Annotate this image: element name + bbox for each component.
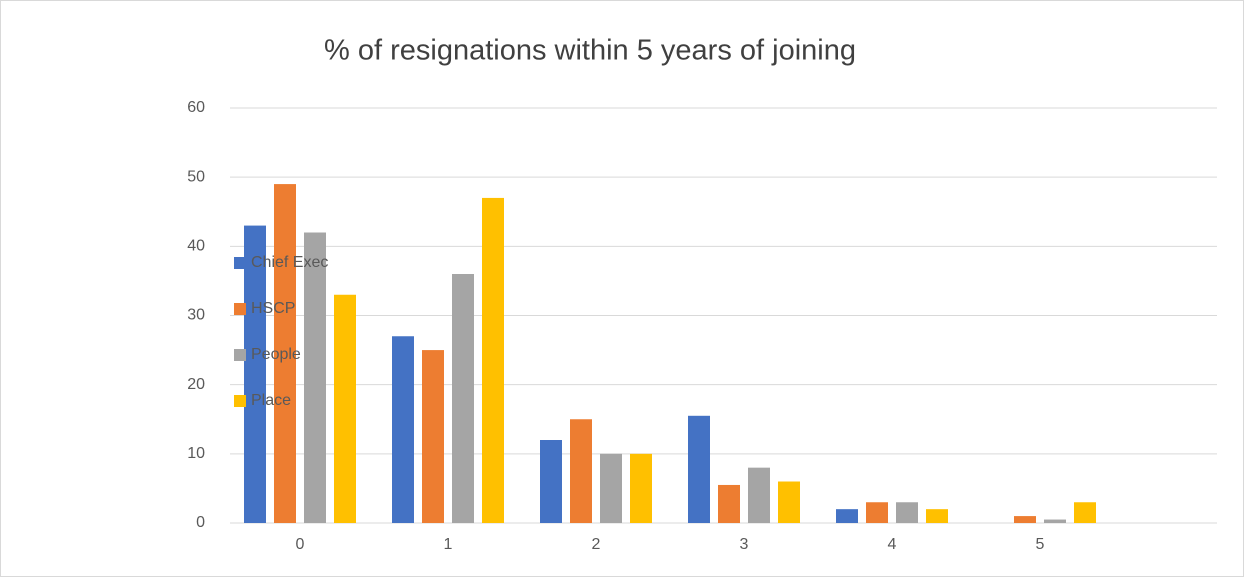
- y-tick-label: 10: [187, 445, 205, 462]
- bar: [570, 419, 592, 523]
- bar: [334, 294, 356, 523]
- y-tick-label: 0: [196, 514, 205, 531]
- x-tick-label: 2: [592, 536, 601, 553]
- x-tick-label: 5: [1036, 536, 1045, 553]
- y-tick-label: 20: [187, 376, 205, 393]
- bar: [392, 336, 414, 523]
- bar: [630, 453, 652, 523]
- bar: [274, 184, 296, 524]
- bar: [1074, 502, 1096, 523]
- bar: [244, 225, 266, 524]
- bar: [748, 467, 770, 523]
- y-tick-label: 40: [187, 238, 205, 255]
- bar: [688, 415, 710, 523]
- legend-swatch: [234, 257, 246, 269]
- bar: [866, 502, 888, 523]
- legend-label: HSCP: [251, 300, 295, 317]
- x-tick-label: 1: [444, 536, 453, 553]
- legend-label: People: [251, 346, 301, 363]
- legend-swatch: [234, 303, 246, 315]
- bar: [926, 509, 948, 523]
- bar: [422, 350, 444, 523]
- legend-swatch: [234, 349, 246, 361]
- bar: [600, 453, 622, 523]
- legend-swatch: [234, 395, 246, 407]
- y-tick-label: 50: [187, 168, 205, 185]
- bar: [1044, 519, 1066, 523]
- x-tick-label: 0: [296, 536, 305, 553]
- bar: [304, 232, 326, 523]
- y-tick-label: 60: [187, 99, 205, 116]
- x-tick-label: 3: [740, 536, 749, 553]
- bar: [896, 502, 918, 523]
- bar: [836, 509, 858, 523]
- bar: [540, 440, 562, 523]
- bar: [718, 484, 740, 523]
- bar: [1014, 516, 1036, 523]
- legend-label: Chief Exec: [251, 254, 328, 271]
- bar: [482, 197, 504, 523]
- bar: [778, 481, 800, 523]
- legend-label: Place: [251, 392, 291, 409]
- x-tick-label: 4: [888, 536, 897, 553]
- chart-title: % of resignations within 5 years of join…: [324, 35, 856, 67]
- bar: [452, 274, 474, 523]
- y-tick-label: 30: [187, 307, 205, 324]
